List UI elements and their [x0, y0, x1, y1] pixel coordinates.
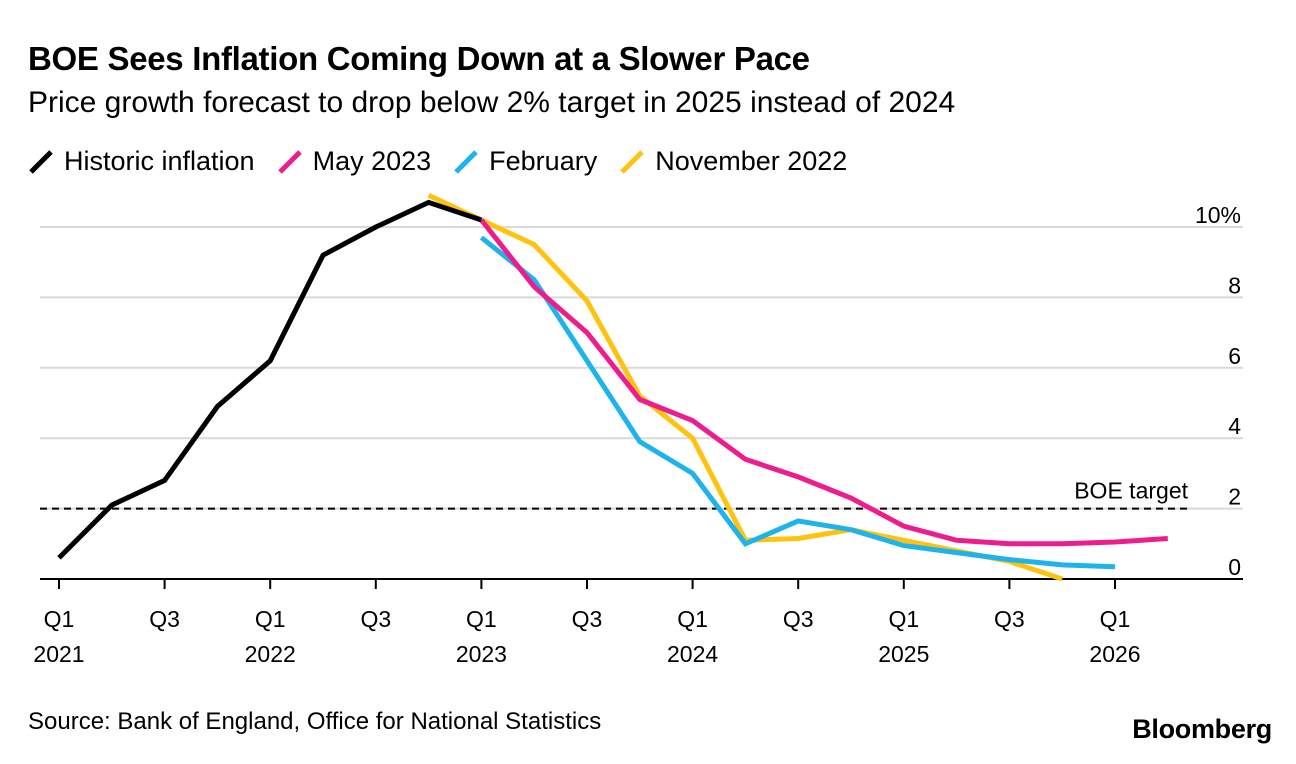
legend-swatch-may-2023: [277, 149, 302, 174]
y-tick-label: 6: [1228, 343, 1241, 369]
legend-item-historic: Historic inflation: [28, 146, 255, 177]
y-tick-label: 10%: [1195, 202, 1241, 228]
legend-label-november-2022: November 2022: [655, 146, 848, 176]
legend-swatch-february: [454, 149, 478, 174]
y-tick-label: 8: [1228, 272, 1241, 298]
boe-target-label: BOE target: [1074, 478, 1188, 504]
legend-swatch-line: [29, 149, 53, 174]
x-tick-year-label: 2022: [245, 641, 296, 667]
legend-label-february: February: [489, 146, 598, 176]
legend: Historic inflation May 2023 February Nov…: [28, 146, 869, 177]
x-tick-year-label: 2026: [1089, 641, 1140, 667]
series-line-february: [479, 235, 1116, 570]
series-line-historic-inflation: [57, 199, 483, 560]
chart-subtitle: Price growth forecast to drop below 2% t…: [28, 86, 956, 119]
legend-item-february: February: [453, 146, 597, 177]
x-tick-label: Q3: [149, 606, 180, 632]
legend-item-november-2022: November 2022: [619, 146, 847, 177]
legend-swatch-line: [277, 149, 302, 174]
y-tick-label: 0: [1228, 554, 1241, 580]
legend-swatch-november-2022: [620, 149, 644, 174]
x-tick-label: Q3: [783, 606, 814, 632]
legend-label-may-2023: May 2023: [312, 146, 432, 176]
source-note: Source: Bank of England, Office for Nati…: [28, 708, 602, 735]
x-tick-label: Q3: [572, 606, 603, 632]
x-tick-year-label: 2024: [667, 641, 718, 667]
x-tick-label: Q1: [888, 606, 919, 632]
series-line-november-2022: [427, 193, 1063, 582]
x-tick-label: Q1: [255, 606, 286, 632]
line-chart: 0 2 4 6 8 10% Q1 2021 Q3 Q1 2022 Q3 Q1 2023 Q3 Q1 2024 Q3…: [33, 193, 1243, 667]
y-tick-label: 2: [1228, 484, 1241, 510]
x-tick-label: Q3: [360, 606, 391, 632]
x-tick-label: Q1: [44, 606, 75, 632]
legend-swatch-line: [454, 149, 478, 174]
legend-swatch-line: [620, 149, 644, 174]
bloomberg-logo: Bloomberg: [1132, 714, 1272, 744]
x-tick-year-label: 2021: [33, 641, 84, 667]
x-tick-label: Q3: [994, 606, 1025, 632]
legend-label-historic: Historic inflation: [64, 146, 255, 176]
x-tick-year-label: 2023: [456, 641, 507, 667]
legend-item-may-2023: May 2023: [277, 146, 432, 177]
x-tick-label: Q1: [677, 606, 708, 632]
x-tick-label: Q1: [466, 606, 497, 632]
x-tick-year-label: 2025: [878, 641, 929, 667]
series-line-may-2023: [479, 218, 1168, 547]
x-tick-label: Q1: [1100, 606, 1131, 632]
y-tick-label: 4: [1228, 413, 1241, 439]
legend-swatch-historic: [29, 149, 53, 174]
chart-title: BOE Sees Inflation Coming Down at a Slow…: [28, 40, 810, 77]
